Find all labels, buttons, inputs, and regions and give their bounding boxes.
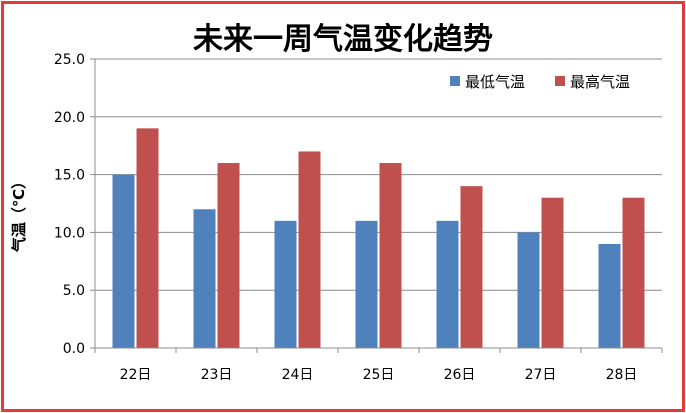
- axes: 0.0 5.0 10.0 15.0 20.0 25.0 22日 23日 24日 25日 26日 27日…: [54, 52, 663, 383]
- bar-max-temp: [460, 186, 483, 348]
- bar-max-temp: [298, 151, 321, 348]
- bar-min-temp: [598, 243, 621, 348]
- x-tick-label: 24日: [282, 367, 314, 383]
- bar-max-temp: [217, 163, 240, 348]
- legend: 最低气温 最高气温: [450, 73, 630, 91]
- y-tick-label: 15.0: [54, 168, 85, 184]
- grid: [95, 58, 662, 291]
- bar-min-temp: [517, 232, 540, 348]
- chart-title: 未来一周气温变化趋势: [193, 22, 493, 57]
- x-tick-label: 25日: [363, 367, 395, 383]
- y-tick-label: 5.0: [63, 283, 85, 299]
- bar-min-temp: [274, 220, 297, 348]
- y-tick-label: 0.0: [63, 341, 85, 357]
- y-axis-label: 气温（℃）: [10, 174, 28, 253]
- x-tick-label: 27日: [525, 367, 557, 383]
- y-tick-label: 25.0: [54, 52, 85, 68]
- bar-min-temp: [193, 209, 216, 348]
- x-tick-label: 22日: [120, 367, 152, 383]
- legend-swatch: [555, 76, 565, 86]
- legend-swatch: [450, 76, 460, 86]
- bar-max-temp: [541, 197, 564, 348]
- bar-max-temp: [622, 197, 645, 348]
- y-tick-label: 10.0: [54, 225, 85, 241]
- bar-min-temp: [436, 220, 459, 348]
- bars: [112, 128, 645, 348]
- x-tick-label: 28日: [606, 367, 638, 383]
- bar-min-temp: [355, 220, 378, 348]
- x-tick-label: 23日: [201, 367, 233, 383]
- bar-min-temp: [112, 174, 135, 348]
- bar-max-temp: [379, 163, 402, 348]
- bar-max-temp: [136, 128, 159, 348]
- legend-label: 最低气温: [465, 73, 525, 91]
- legend-label: 最高气温: [570, 73, 630, 91]
- x-tick-label: 26日: [444, 367, 476, 383]
- y-tick-label: 20.0: [54, 110, 85, 126]
